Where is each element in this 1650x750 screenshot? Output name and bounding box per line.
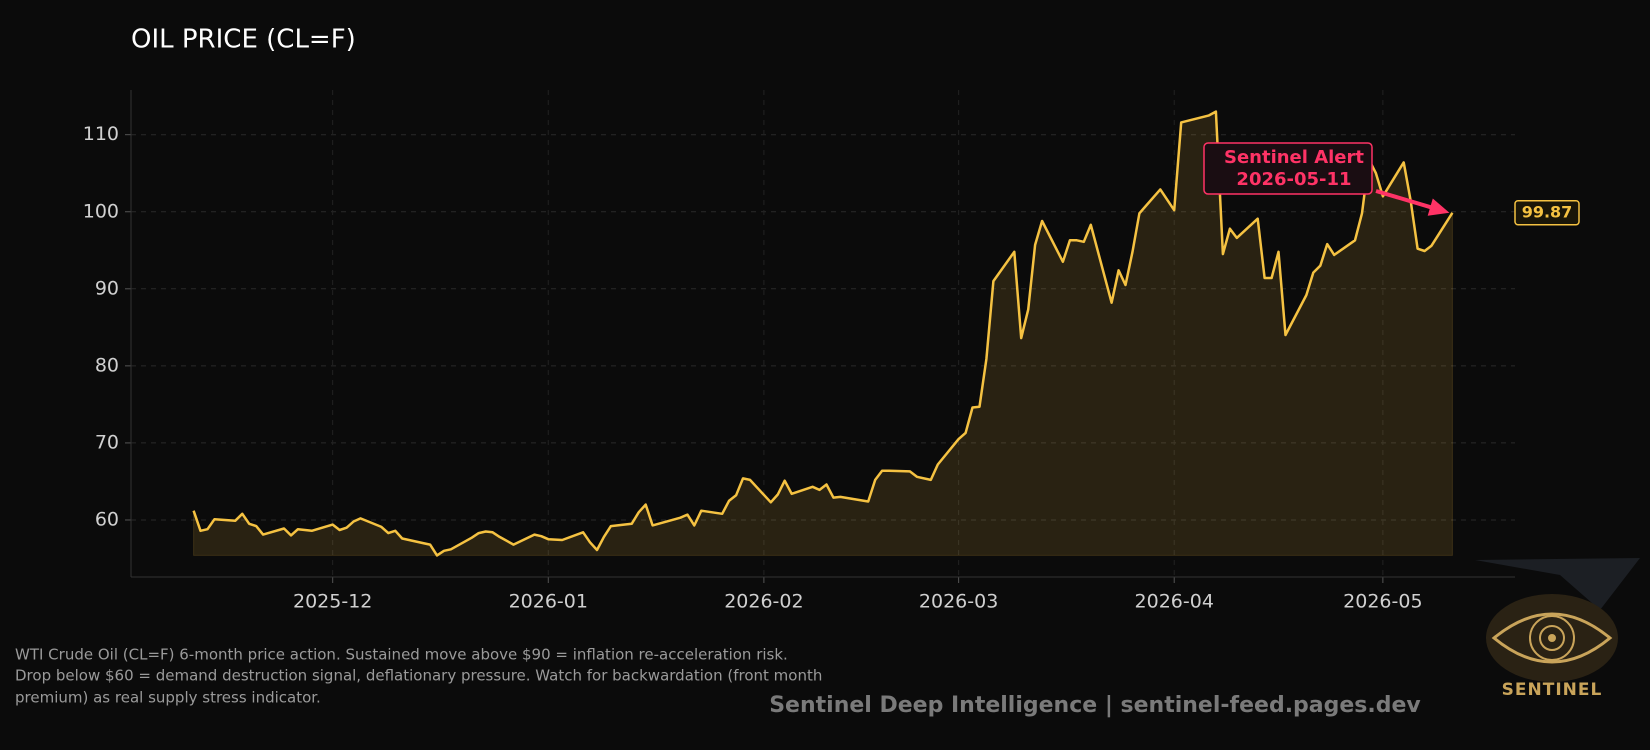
watermark: Sentinel Deep Intelligence | sentinel-fe… [769, 693, 1421, 718]
logo: SENTINEL [1475, 558, 1640, 700]
footer-note: WTI Crude Oil (CL=F) 6-month price actio… [15, 646, 788, 664]
annotation-date: 2026-05-11 [1236, 169, 1351, 190]
y-tick-label: 110 [83, 123, 119, 145]
logo-iris [1529, 615, 1575, 661]
annotation-arrowhead [1427, 198, 1450, 216]
logo-pupil [1548, 634, 1556, 642]
y-tick-label: 80 [95, 354, 119, 376]
logo-shape [1475, 558, 1640, 610]
x-tick-label: 2025-12 [293, 591, 372, 613]
y-tick-label: 100 [83, 200, 119, 222]
y-tick-label: 90 [95, 277, 119, 299]
annotation-arrow [1375, 189, 1437, 211]
x-tick-label: 2026-04 [1135, 591, 1214, 613]
x-tick-label: 2026-02 [724, 591, 803, 613]
x-tick-label: 2026-03 [919, 591, 998, 613]
logo-eye [1491, 612, 1613, 664]
footer-note: premium) as real supply stress indicator… [15, 689, 321, 707]
last-value-label: 99.87 [1522, 202, 1573, 221]
x-tick-label: 2026-05 [1343, 591, 1422, 613]
y-tick-label: 60 [95, 508, 119, 530]
logo-iris [1539, 625, 1565, 651]
last-value-box [1514, 200, 1580, 226]
y-tick-label: 70 [95, 431, 119, 453]
x-tick-label: 2026-01 [509, 591, 588, 613]
logo-text: SENTINEL [1502, 680, 1603, 700]
annotation-title: Sentinel Alert [1224, 147, 1364, 168]
chart-title: OIL PRICE (CL=F) [131, 25, 356, 55]
price-line [192, 110, 1454, 557]
annotation-box [1203, 142, 1373, 195]
footer-note: Drop below $60 = demand destruction sign… [15, 667, 822, 685]
